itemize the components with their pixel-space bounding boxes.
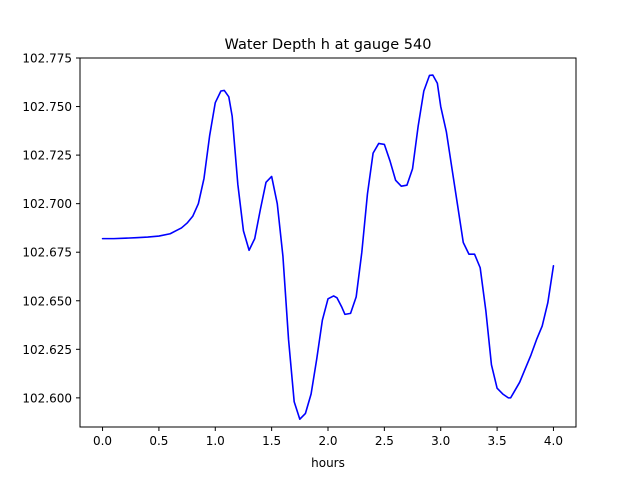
y-tick-label: 102.675 bbox=[22, 246, 72, 260]
x-tick-label: 0.0 bbox=[93, 434, 112, 448]
x-tick-label: 2.0 bbox=[318, 434, 337, 448]
chart-title: Water Depth h at gauge 540 bbox=[225, 37, 432, 53]
x-tick-label: 1.0 bbox=[206, 434, 225, 448]
y-tick-label: 102.725 bbox=[22, 149, 72, 163]
x-tick-label: 3.5 bbox=[488, 434, 507, 448]
y-tick-label: 102.775 bbox=[22, 52, 72, 66]
plot-frame bbox=[79, 57, 577, 428]
x-tick-label: 3.0 bbox=[431, 434, 450, 448]
x-axis-label: hours bbox=[311, 456, 345, 470]
x-tick-label: 0.5 bbox=[149, 434, 168, 448]
x-tick-label: 4.0 bbox=[544, 434, 563, 448]
y-tick-label: 102.700 bbox=[22, 197, 72, 211]
x-axis: 0.0 0.5 1.0 1.5 2.0 2.5 3.0 3.5 4.0 bbox=[93, 427, 563, 448]
y-axis: 102.600 102.625 102.650 102.675 102.700 102.7… bbox=[22, 52, 80, 405]
x-tick-label: 2.5 bbox=[375, 434, 394, 448]
y-tick-label: 102.750 bbox=[22, 100, 72, 114]
series-line-0 bbox=[101, 74, 555, 421]
x-tick-label: 1.5 bbox=[262, 434, 281, 448]
plot-area bbox=[79, 57, 577, 428]
y-tick-label: 102.600 bbox=[22, 391, 72, 405]
y-tick-label: 102.650 bbox=[22, 294, 72, 308]
y-tick-label: 102.625 bbox=[22, 343, 72, 357]
